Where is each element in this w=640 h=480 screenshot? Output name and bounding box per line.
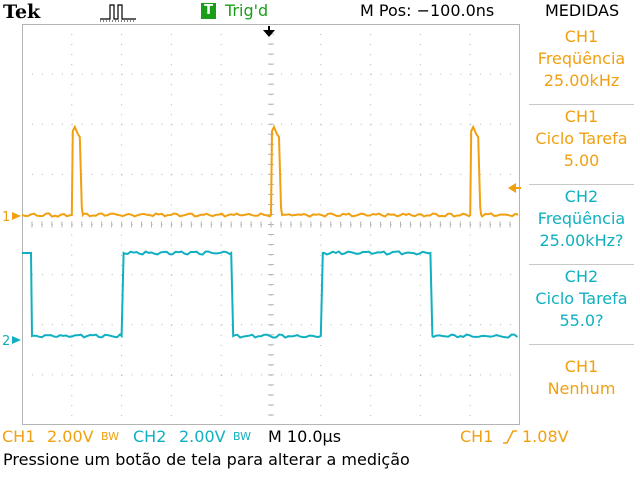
help-prompt: Pressione um botão de tela para alterar … xyxy=(3,450,410,469)
measure-slot-3[interactable]: CH2 Freqüência 25.00kHz? xyxy=(529,186,634,264)
trigger-position-arrow-icon xyxy=(263,26,275,37)
measure-panel: CH1 Freqüência 25.00kHz CH1 Ciclo Tarefa 5.00… xyxy=(521,24,640,425)
waveform-display xyxy=(22,24,520,425)
measure-value: 55.0? xyxy=(559,311,604,330)
measure-type: Nenhum xyxy=(547,379,616,398)
ch2-scale: 2.00V xyxy=(179,427,226,446)
ch2-label: CH2 xyxy=(133,427,167,446)
graticule xyxy=(22,24,520,425)
measure-type: Ciclo Tarefa xyxy=(535,289,628,308)
pulse-waveform-icon xyxy=(100,4,136,22)
measure-type: Ciclo Tarefa xyxy=(535,129,628,148)
measure-source: CH1 xyxy=(564,27,599,46)
ch1-marker-label: 1 xyxy=(2,210,10,225)
ch1-bw-limit: BW xyxy=(101,430,120,443)
ch1-scale: 2.00V xyxy=(47,427,94,446)
measure-source: CH1 xyxy=(564,357,599,376)
ch1-label: CH1 xyxy=(2,427,36,446)
measure-slot-4[interactable]: CH2 Ciclo Tarefa 55.0? xyxy=(529,266,634,344)
measure-type: Freqüência xyxy=(537,209,626,228)
ch2-ground-marker[interactable]: 2 xyxy=(0,324,22,354)
measure-type: Freqüência xyxy=(537,49,626,68)
trigger-status: Trig'd xyxy=(225,1,269,20)
measure-slot-5[interactable]: CH1 Nenhum xyxy=(529,356,634,434)
top-status-bar: Tek T Trig'd M Pos: −100.0ns MEDIDAS xyxy=(0,0,640,24)
measure-source: CH2 xyxy=(564,267,599,286)
ch1-ground-marker[interactable]: 1 xyxy=(0,200,22,230)
measure-value: 5.00 xyxy=(563,151,600,170)
brand-logo: Tek xyxy=(3,1,41,23)
ch2-waveform xyxy=(22,250,519,339)
timebase-readout: M 10.0µs xyxy=(268,427,342,446)
measure-divider xyxy=(529,104,634,105)
measure-source: CH2 xyxy=(564,187,599,206)
trigger-source: CH1 xyxy=(460,427,494,446)
measure-divider xyxy=(529,184,634,185)
measure-value: 25.00kHz xyxy=(543,71,620,90)
measure-slot-1[interactable]: CH1 Freqüência 25.00kHz xyxy=(529,26,634,104)
traces xyxy=(22,124,519,339)
measure-value: 25.00kHz? xyxy=(539,231,624,250)
measure-source: CH1 xyxy=(564,107,599,126)
main-position-readout: M Pos: −100.0ns xyxy=(360,1,495,20)
trigger-level-readout: 1.08V xyxy=(522,427,569,446)
ch2-bw-limit: BW xyxy=(233,430,252,443)
ch1-waveform xyxy=(22,124,519,218)
measure-menu-title: MEDIDAS xyxy=(545,1,620,20)
trigger-level-arrow-icon xyxy=(508,183,521,193)
ch2-marker-label: 2 xyxy=(2,334,10,349)
rising-edge-icon xyxy=(503,430,517,444)
measure-divider xyxy=(529,344,634,345)
bottom-status-bar: CH1 2.00V BW CH2 2.00V BW M 10.0µs CH1 1… xyxy=(0,426,640,448)
measure-slot-2[interactable]: CH1 Ciclo Tarefa 5.00 xyxy=(529,106,634,184)
measure-divider xyxy=(529,264,634,265)
trigger-badge: T xyxy=(201,3,216,19)
